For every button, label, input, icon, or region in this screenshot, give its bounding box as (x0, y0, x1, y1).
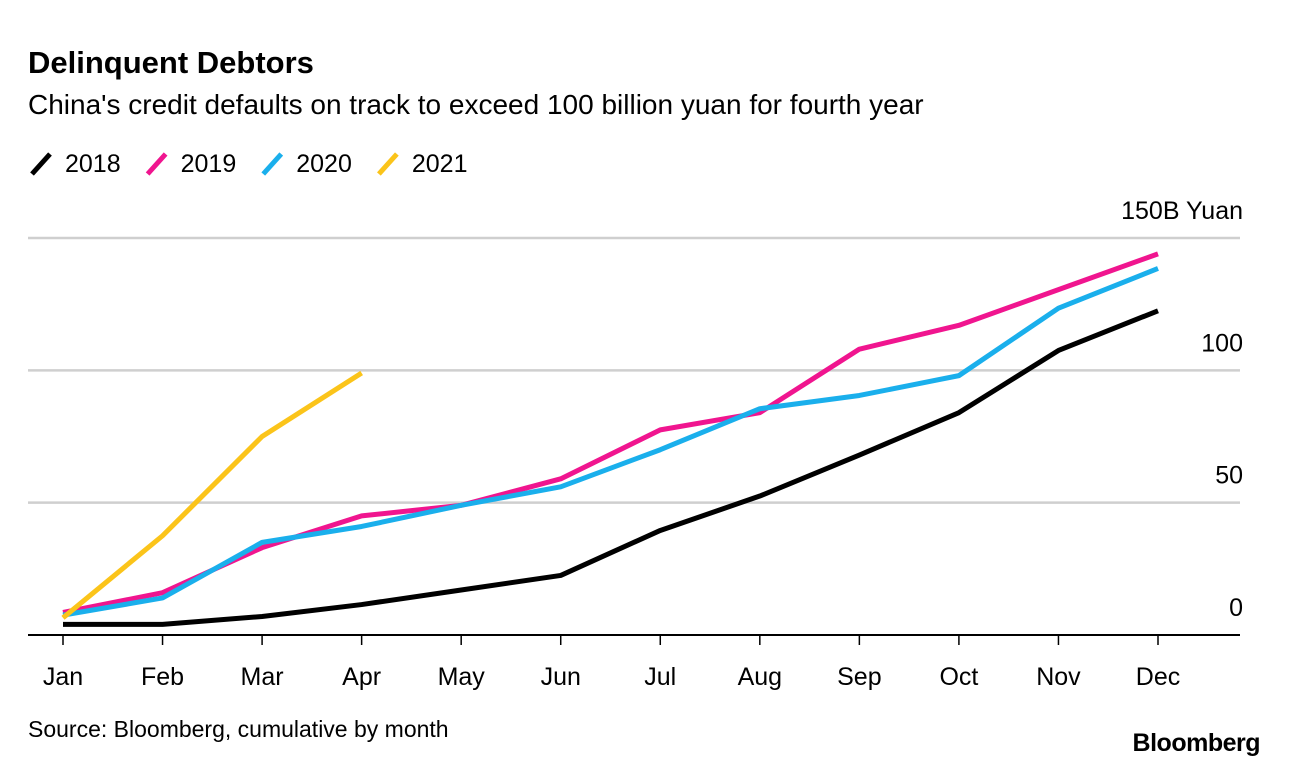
series-line (61, 370, 363, 620)
y-tick-label: 0 (1229, 594, 1243, 622)
y-tick-label: 100 (1201, 329, 1243, 357)
chart-subtitle: China's credit defaults on track to exce… (28, 89, 924, 120)
x-tick-label: Oct (939, 663, 978, 691)
legend-swatch (145, 152, 168, 176)
legend-swatch (30, 152, 52, 176)
x-tick-label: Aug (738, 663, 782, 691)
legend-label: 2021 (412, 150, 468, 178)
legend-label: 2019 (181, 150, 237, 178)
x-tick-label: Sep (837, 663, 881, 691)
source-note: Source: Bloomberg, cumulative by month (28, 716, 449, 742)
x-tick-label: Mar (241, 663, 284, 691)
y-tick-label: 50 (1215, 462, 1243, 490)
x-tick-label: Nov (1036, 663, 1081, 691)
chart-title: Delinquent Debtors (28, 45, 314, 80)
x-tick-label: Jan (43, 663, 83, 691)
brand-logo: Bloomberg (1133, 729, 1260, 757)
y-tick-label: 150B Yuan (1121, 197, 1243, 225)
legend-label: 2018 (65, 150, 121, 178)
x-tick-label: Apr (342, 663, 381, 691)
legend-swatch (261, 152, 284, 176)
x-tick-label: Jun (541, 663, 581, 691)
x-tick-label: Feb (141, 663, 184, 691)
x-tick-label: Dec (1136, 663, 1180, 691)
x-tick-label: Jul (644, 663, 676, 691)
series-line (62, 251, 1159, 615)
series-line (62, 266, 1159, 618)
x-tick-label: May (438, 663, 486, 691)
legend-label: 2020 (296, 150, 352, 178)
series-line (63, 308, 1159, 627)
legend-swatch (377, 152, 399, 176)
